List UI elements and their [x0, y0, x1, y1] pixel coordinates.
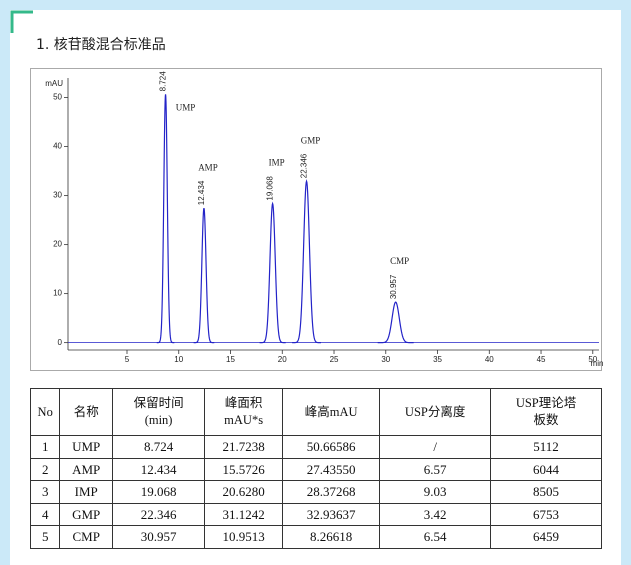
x-tick-label: 50 — [588, 355, 597, 364]
x-tick-label: 40 — [485, 355, 494, 364]
table-row: 2 AMP 12.434 15.5726 27.43550 6.57 6044 — [29, 457, 602, 481]
peak-name: GMP — [301, 135, 321, 145]
x-tick-label: 10 — [174, 355, 183, 364]
header-cell: 保留时间 (min) — [112, 388, 206, 436]
table-cell: 3 — [29, 480, 61, 504]
table-cell: 27.43550 — [282, 457, 381, 481]
peak — [156, 94, 175, 344]
retention-time-label: 12.434 — [197, 180, 206, 205]
y-tick-label: 0 — [58, 338, 63, 347]
x-tick-label: 20 — [278, 355, 287, 364]
header-cell: USP分离度 — [379, 388, 492, 436]
table-cell: 20.6280 — [204, 480, 284, 504]
section-title: 1. 核苷酸混合标准品 — [36, 37, 166, 53]
table-cell: 6044 — [490, 457, 602, 481]
header-text: USP分离度 — [404, 404, 466, 419]
y-tick-label: 50 — [53, 93, 62, 102]
header-text: USP理论塔 — [515, 396, 577, 410]
table-cell: 15.5726 — [204, 457, 284, 481]
peak — [377, 301, 414, 344]
x-tick-label: 45 — [537, 355, 546, 364]
y-tick-label: 30 — [53, 191, 62, 200]
table-cell: UMP — [59, 435, 114, 459]
retention-time-label: 22.346 — [300, 153, 309, 178]
table-row: 5 CMP 30.957 10.9513 8.26618 6.54 6459 — [29, 525, 602, 549]
table-cell: CMP — [59, 525, 114, 549]
table-row: 3 IMP 19.068 20.6280 28.37268 9.03 8505 — [29, 480, 602, 504]
peak-name: UMP — [176, 102, 196, 112]
table-cell: 8505 — [490, 480, 602, 504]
table-cell: 32.93637 — [282, 502, 381, 526]
header-text: 保留时间 — [133, 396, 184, 410]
table-cell: IMP — [59, 480, 114, 504]
y-axis-label: mAU — [45, 79, 63, 88]
x-tick-label: 35 — [433, 355, 442, 364]
y-tick-label: 10 — [53, 289, 62, 298]
table-cell: 4 — [29, 502, 61, 526]
header-row: No 名称 保留时间 (min) 峰面积 mAU*s 峰高mAU USP分离度 USP理论塔 板数 — [29, 388, 602, 436]
table-cell: 5 — [29, 525, 61, 549]
x-tick-label: 5 — [125, 355, 130, 364]
peak-name: CMP — [390, 256, 409, 266]
table-cell: 6753 — [490, 502, 602, 526]
y-tick-label: 20 — [53, 240, 62, 249]
header-text: 峰面积 — [224, 396, 263, 410]
header-cell: 峰面积 mAU*s — [204, 388, 284, 436]
table-cell: 22.346 — [112, 502, 206, 526]
table-cell: 21.7238 — [204, 435, 284, 459]
retention-time-label: 8.724 — [159, 71, 168, 92]
table-cell: 28.37268 — [282, 480, 381, 504]
peak — [193, 208, 215, 344]
retention-time-label: 19.068 — [266, 176, 275, 201]
table-cell: / — [379, 435, 492, 459]
x-axis-label: min — [591, 359, 604, 368]
table-cell: AMP — [59, 457, 114, 481]
table-cell: 31.1242 — [204, 502, 284, 526]
table-cell: 50.66586 — [282, 435, 381, 459]
table-cell: 12.434 — [112, 457, 206, 481]
header-text: 名称 — [73, 404, 99, 419]
peak — [259, 201, 286, 344]
table-row: 1 UMP 8.724 21.7238 50.66586/5112 — [29, 435, 602, 459]
header-cell: 峰高mAU — [282, 388, 381, 436]
table-cell: 6.57 — [379, 457, 492, 481]
corner-bracket — [10, 10, 33, 33]
x-tick-label: 30 — [381, 355, 390, 364]
table-cell: 19.068 — [112, 480, 206, 504]
header-text: 板数 — [533, 413, 559, 427]
chart-frame — [30, 68, 602, 371]
header-text: (min) — [144, 413, 173, 427]
peak-name: IMP — [269, 158, 285, 168]
table-cell: 30.957 — [112, 525, 206, 549]
table-cell: 5112 — [490, 435, 602, 459]
table-cell: 6459 — [490, 525, 602, 549]
table-cell: 2 — [29, 457, 61, 481]
header-cell: No — [29, 388, 61, 436]
table-cell: 6.54 — [379, 525, 492, 549]
peak — [292, 179, 321, 344]
header-cell: 名称 — [59, 388, 114, 436]
retention-time-label: 30.957 — [389, 274, 398, 299]
y-tick-label: 40 — [53, 142, 62, 151]
table-cell: 1 — [29, 435, 61, 459]
header-text: mAU*s — [224, 413, 264, 427]
result-table: No 名称 保留时间 (min) 峰面积 mAU*s 峰高mAU USP分离度 USP理论塔 板数… — [29, 388, 602, 549]
table-cell: 9.03 — [379, 480, 492, 504]
table-cell: 10.9513 — [204, 525, 284, 549]
header-text: 峰高mAU — [304, 404, 358, 419]
header-text: No — [37, 404, 53, 419]
x-tick-label: 25 — [330, 355, 339, 364]
header-cell: USP理论塔 板数 — [490, 388, 602, 436]
table-row: 4 GMP 22.346 31.1242 32.93637 3.42 6753 — [29, 502, 602, 526]
table-cell: 8.26618 — [282, 525, 381, 549]
peak-name: AMP — [198, 162, 218, 172]
table-cell: GMP — [59, 502, 114, 526]
x-tick-label: 15 — [226, 355, 235, 364]
table-cell: 8.724 — [112, 435, 206, 459]
table-cell: 3.42 — [379, 502, 492, 526]
